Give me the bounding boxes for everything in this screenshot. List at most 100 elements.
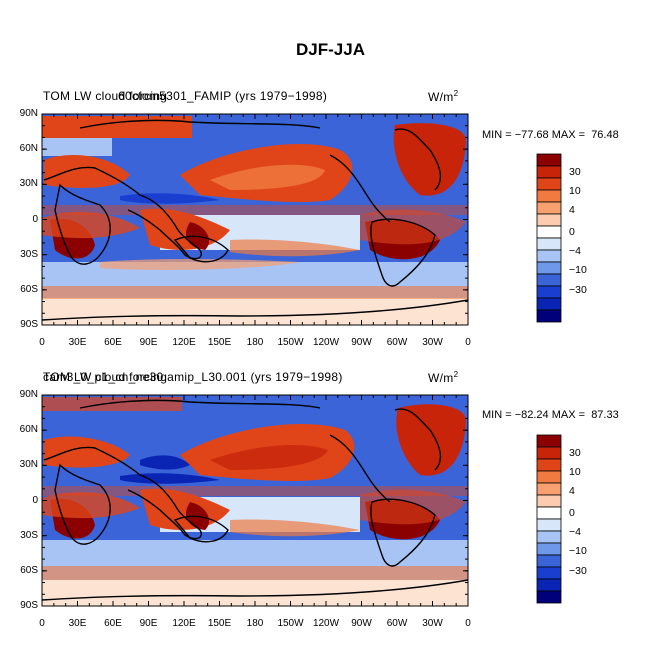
lon-tick-label: 180 xyxy=(246,618,264,629)
europe-red xyxy=(44,155,130,188)
colorbar-swatch xyxy=(536,494,562,508)
colorbar-label: 10 xyxy=(569,466,581,479)
panel-1-units: W/m2 xyxy=(428,89,459,104)
colorbar-swatch xyxy=(536,470,562,484)
colorbar-label: 30 xyxy=(569,447,581,459)
colorbar-swatch xyxy=(536,297,562,311)
colorbar-swatch xyxy=(536,506,562,520)
map-panel-2 xyxy=(42,395,468,606)
lat-tick-label: 60S xyxy=(20,564,38,576)
lat-tick-label: 60N xyxy=(19,424,38,436)
lon-tick-label: 30E xyxy=(68,337,87,348)
colorbar-label: 4 xyxy=(569,204,575,217)
lon-tick-label: 90W xyxy=(351,337,372,348)
colorbar-swatch xyxy=(536,554,562,568)
lon-tick-label: 0 xyxy=(39,337,45,348)
lat-tick-label: 0 xyxy=(32,213,38,225)
colorbar-label: −30 xyxy=(569,564,587,577)
colorbar-swatch xyxy=(536,153,562,167)
colorbar-swatch xyxy=(536,518,562,532)
lat-tick-label: 60S xyxy=(20,283,38,295)
lon-tick-label: 60E xyxy=(104,618,122,629)
colorbar-label: 10 xyxy=(569,185,581,198)
colorbar-label: −10 xyxy=(569,545,587,558)
colorbar-label: 30 xyxy=(569,166,581,178)
colorbar-swatch xyxy=(536,189,562,203)
lon-tick-label: 60W xyxy=(386,337,408,348)
lon-tick-label: 90W xyxy=(351,618,372,629)
colorbar-swatch xyxy=(536,309,562,323)
southern-ocean-band xyxy=(42,286,468,299)
arctic-band xyxy=(42,397,182,411)
lat-tick-label: 30N xyxy=(19,178,38,190)
coastlines xyxy=(42,399,468,601)
panel-2-units: W/m2 xyxy=(428,370,459,385)
lon-tick-label: 60E xyxy=(104,337,122,348)
axis-ticks xyxy=(41,113,469,607)
lon-tick-label: 90E xyxy=(139,618,158,629)
colorbar-2 xyxy=(536,434,562,604)
lat-tick-label: 0 xyxy=(32,494,38,506)
colorbar-swatch xyxy=(536,482,562,496)
lon-tick-label: 150E xyxy=(207,337,232,348)
colorbar-1 xyxy=(536,153,562,323)
colorbar-swatch xyxy=(536,285,562,299)
colorbar-swatch xyxy=(536,458,562,472)
colorbar-label: 0 xyxy=(569,507,575,519)
lon-tick-label: 30W xyxy=(422,337,443,348)
eurasia-red xyxy=(393,123,466,196)
colorbar-swatch xyxy=(536,237,562,251)
lon-tick-label: 60W xyxy=(386,618,408,629)
lon-tick-label: 90E xyxy=(139,337,158,348)
colorbar-label: 0 xyxy=(569,226,575,238)
lat-tick-label: 30S xyxy=(20,529,38,541)
panel-1-title: TOM LW cloud forcing xyxy=(43,89,168,103)
lon-tick-label: 120E xyxy=(172,618,196,629)
lat-tick-label: 60N xyxy=(19,143,38,155)
arctic-band xyxy=(42,116,192,138)
lon-tick-label: 0 xyxy=(39,618,45,629)
lon-tick-label: 150W xyxy=(277,337,304,348)
colorbar-swatch xyxy=(536,249,562,263)
colorbar-swatch xyxy=(536,165,562,179)
map-panel-1 xyxy=(42,114,468,325)
colorbar-swatch xyxy=(536,566,562,580)
lon-tick-label: 0 xyxy=(465,337,471,348)
colorbar-label: −4 xyxy=(569,526,581,539)
colorbar-swatch xyxy=(536,213,562,227)
colorbar-swatch xyxy=(536,446,562,460)
colorbar-swatch xyxy=(536,177,562,191)
lon-tick-label: 180 xyxy=(246,337,264,348)
colorbar-swatch xyxy=(536,273,562,287)
colorbar-swatch xyxy=(536,530,562,544)
lat-tick-label: 90S xyxy=(20,319,38,330)
lat-tick-label: 30N xyxy=(19,459,38,471)
lat-tick-label: 90S xyxy=(20,600,38,611)
lon-tick-label: 30W xyxy=(422,618,443,629)
colorbar-label: −30 xyxy=(569,283,587,296)
lon-tick-label: 0 xyxy=(465,618,471,629)
south-midlat-band xyxy=(42,540,468,566)
lon-tick-label: 120W xyxy=(312,618,340,629)
colorbar-swatch xyxy=(536,590,562,604)
colorbar-label: −10 xyxy=(569,264,587,277)
southern-ocean-band xyxy=(42,566,468,580)
lon-tick-label: 120W xyxy=(312,337,340,348)
colorbar-swatch xyxy=(536,201,562,215)
lat-tick-label: 30S xyxy=(20,248,38,260)
lat-tick-label: 90N xyxy=(19,108,38,119)
colorbar-swatch xyxy=(536,578,562,592)
colorbar-label: −4 xyxy=(569,245,581,258)
lon-tick-label: 120E xyxy=(172,337,196,348)
north-atlantic-blue xyxy=(42,138,112,156)
panel-2-title: TOM LW cloud forcing xyxy=(43,370,168,384)
panel-2-case-title: cam3_0_p1_cn_ne30.amip_L30.001 (yrs 1979… xyxy=(43,370,343,384)
colorbar-swatch xyxy=(536,434,562,448)
coastlines xyxy=(42,119,468,321)
colorbar-label: 4 xyxy=(569,485,575,498)
panel-1-case-title: 60cfom5301_FAMIP (yrs 1979−1998) xyxy=(118,89,328,103)
europe-red xyxy=(44,436,130,468)
colorbar-swatch xyxy=(536,225,562,239)
lon-tick-label: 150E xyxy=(207,618,232,629)
